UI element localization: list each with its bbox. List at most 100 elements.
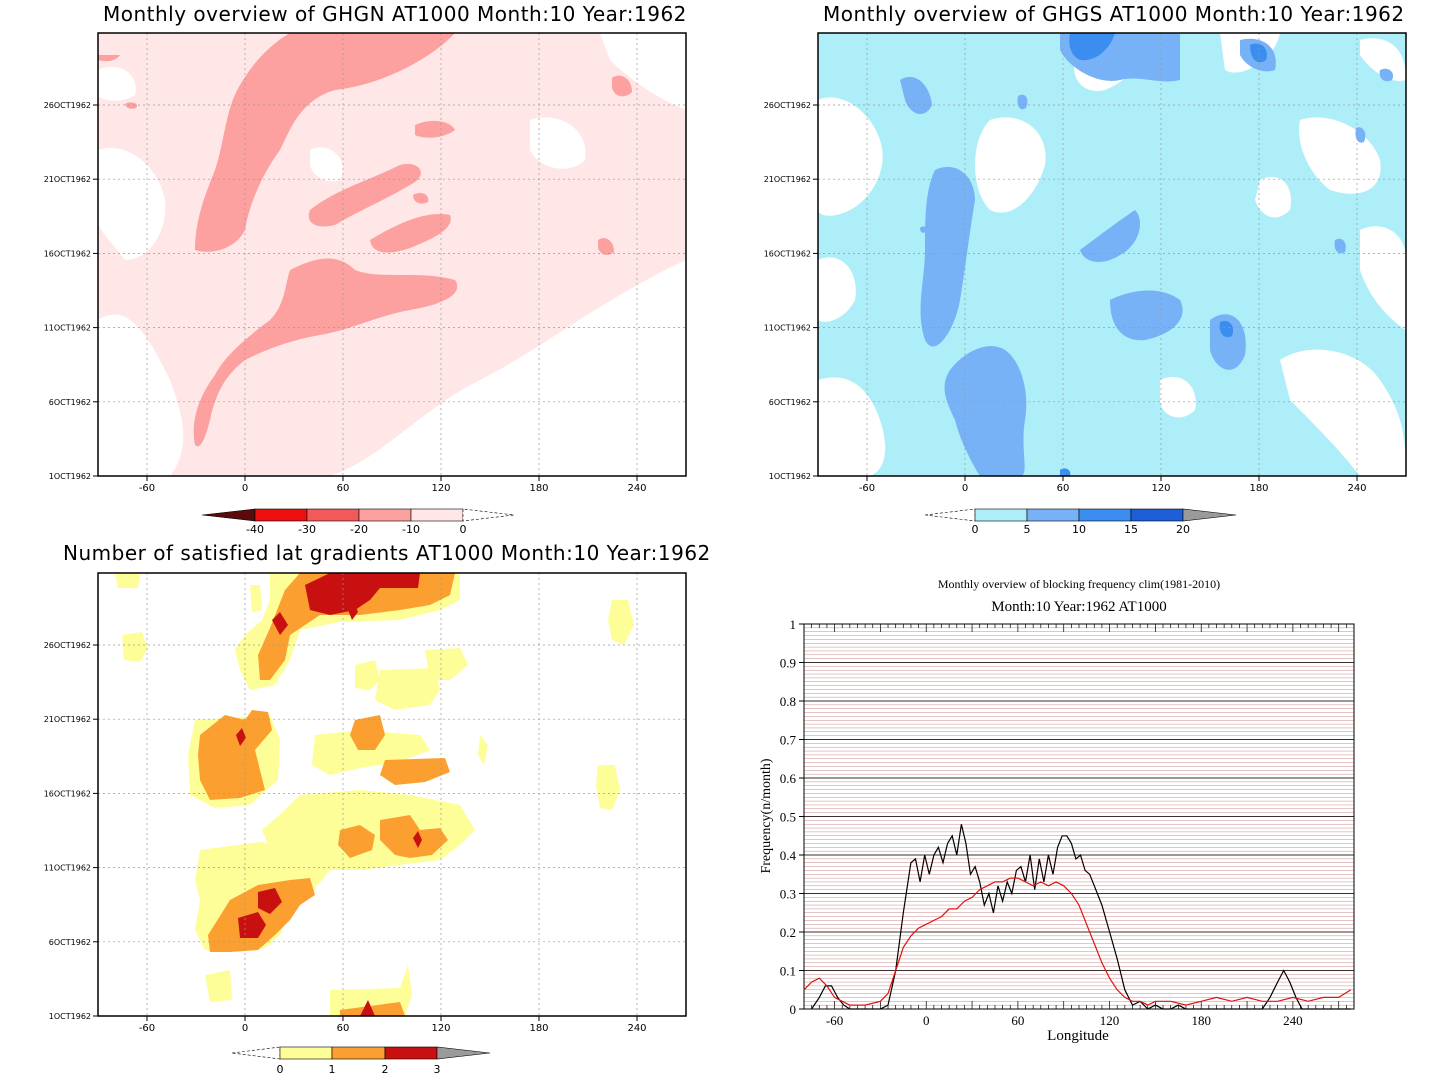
- line-series-black: [811, 824, 1351, 1010]
- map-y-tick-label: 26OCT1962: [44, 101, 91, 110]
- map-y-tick-label: 21OCT1962: [764, 175, 811, 184]
- ghgn-negative-band: [415, 120, 455, 138]
- ghgn-negative-band: [598, 238, 614, 255]
- map-x-tick-label: 180: [529, 1023, 548, 1034]
- map-x-tick-label: 120: [431, 483, 450, 494]
- blocking-frequency-chart: Monthly overview of blocking frequency c…: [759, 577, 1355, 1044]
- map-x-tick-label: -60: [139, 483, 155, 494]
- gradients-axes: -60 0 60 120 180 240 1OCT1962 6OCT1962 11OCT1962…: [44, 641, 647, 1034]
- gradients-map: -60 0 60 120 180 2401OCT19626OCT196211OCT1962…: [44, 572, 687, 1076]
- line-chart-y-tick-label: 0.9: [780, 656, 796, 671]
- map-x-tick-label: 60: [337, 483, 350, 494]
- map-x-tick-label: 180: [529, 483, 548, 494]
- ghgn-white-region: [600, 33, 686, 110]
- map-x-tick-label: 240: [1347, 483, 1366, 494]
- map-y-tick-label: 11OCT1962: [44, 324, 91, 333]
- ghgn-frame: [97, 32, 687, 477]
- map-x-tick-label: 0: [242, 483, 248, 494]
- map-x-tick-label: 60: [337, 1023, 350, 1034]
- ghgs-frame: [817, 32, 1407, 477]
- ghgn-gridlines: [98, 33, 686, 476]
- line-chart-grid: [804, 623, 1354, 1010]
- ghgs-positive-band: [1017, 94, 1028, 110]
- ghgs-white-region: [1360, 226, 1406, 330]
- map-y-tick-label: 21OCT1962: [44, 715, 91, 724]
- map-x-tick-label: 120: [1151, 483, 1170, 494]
- map-y-tick-label: 26OCT1962: [44, 641, 91, 650]
- ghgs-colorbar-label: 20: [1176, 523, 1190, 536]
- ghgn-white-region: [98, 66, 136, 101]
- ghgs-strong-band: [1250, 43, 1267, 63]
- ghgn-map: -60 0 60 120 180 240 1OCT1962 6OCT1962 11OCT1962…: [44, 32, 687, 536]
- gradients-gridlines: [98, 573, 686, 1016]
- ghgn-colorbar-label: -30: [298, 523, 316, 536]
- map-y-tick-label: 16OCT1962: [44, 789, 91, 798]
- ghgn-negative-band: [612, 75, 632, 97]
- line-chart-subtitle: Month:10 Year:1962 AT1000: [991, 599, 1166, 615]
- ghgn-colorbar-label: -20: [350, 523, 368, 536]
- ghgs-white-region: [818, 97, 883, 216]
- gradients-frame: [97, 572, 687, 1017]
- line-chart-x-tick-label: -60: [826, 1013, 843, 1028]
- map-x-tick-label: 240: [627, 1023, 646, 1034]
- ghgs-positive-band: [1334, 238, 1346, 254]
- ghgn-negative-band: [195, 33, 455, 252]
- ghgn-colorbar-label: -10: [402, 523, 420, 536]
- ghgn-white-region: [98, 314, 184, 476]
- ghgs-strong-band: [1060, 468, 1071, 476]
- x-axis-label: Longitude: [1047, 1028, 1109, 1044]
- ghgn-white-region: [520, 365, 561, 389]
- ghgs-white-region: [975, 117, 1046, 213]
- map-y-tick-label: 11OCT1962: [764, 324, 811, 333]
- ghgn-negative-band: [125, 102, 138, 109]
- ghgs-colorbar-label: 0: [972, 523, 979, 536]
- ghgn-negative-band: [370, 214, 451, 253]
- map-y-tick-label: 6OCT1962: [49, 938, 91, 947]
- line-chart-x-tick-label: 60: [1011, 1013, 1024, 1028]
- map-x-tick-label: 120: [431, 1023, 450, 1034]
- line-chart-series: [803, 824, 1352, 1010]
- line-chart-y-tick-label: 0.8: [780, 694, 796, 709]
- gradients-title: Number of satisfied lat gradients AT1000…: [63, 541, 711, 565]
- map-y-tick-label: 6OCT1962: [769, 398, 811, 407]
- ghgs-white-region: [1280, 349, 1406, 476]
- ghgs-white-region: [818, 257, 856, 322]
- line-chart-y-tick-label: 0.3: [780, 887, 796, 902]
- ghgs-positive-band: [1210, 314, 1246, 370]
- map-y-tick-label: 16OCT1962: [764, 249, 811, 258]
- ghgs-white-region: [1160, 376, 1196, 418]
- ghgs-map: -60 0 60 120 180 240 1OCT1962 6OCT1962 11OCT1962…: [764, 32, 1407, 536]
- ghgn-colorbar-label: -40: [246, 523, 264, 536]
- ghgs-white-region: [1360, 38, 1406, 81]
- line-chart-y-tick-label: 0.5: [780, 810, 796, 825]
- line-chart-title: Monthly overview of blocking frequency c…: [938, 577, 1220, 591]
- line-chart-axes: 0 0.1 0.2 0.3 0.4 0.5 0.6 0.7 0.8 0.9 1 -60 0 60 120 18…: [780, 617, 1355, 1028]
- map-y-tick-label: 6OCT1962: [49, 398, 91, 407]
- ghgs-positive-band: [920, 166, 975, 347]
- ghgn-axes: -60 0 60 120 180 240 1OCT1962 6OCT1962 11OCT1962…: [44, 101, 647, 494]
- map-y-tick-label: 26OCT1962: [764, 101, 811, 110]
- map-y-tick-label: 11OCT1962: [44, 864, 91, 873]
- ghgs-axes: -60 0 60 120 180 240 1OCT1962 6OCT1962 11OCT1962…: [764, 101, 1367, 494]
- ghgs-gridlines: [818, 33, 1406, 476]
- line-series-red: [803, 877, 1352, 1006]
- ghgs-positive-band: [1080, 210, 1140, 262]
- ghgn-title: Monthly overview of GHGN AT1000 Month:10…: [103, 2, 687, 26]
- map-y-tick-label: 21OCT1962: [44, 175, 91, 184]
- map-x-tick-label: -60: [859, 483, 875, 494]
- ghgn-white-region: [98, 148, 166, 260]
- gradients-level-2: [236, 573, 422, 1016]
- gradients-level-1: [198, 573, 455, 1016]
- map-x-tick-label: 0: [962, 483, 968, 494]
- line-chart-y-tick-label: 1: [790, 617, 797, 632]
- line-chart-x-tick-label: 180: [1191, 1013, 1211, 1028]
- ghgn-negative-band: [98, 55, 120, 62]
- ghgn-white-region: [310, 147, 343, 182]
- ghgn-white-region: [330, 260, 686, 476]
- map-x-tick-label: 60: [1057, 483, 1070, 494]
- ghgn-negative-band: [413, 192, 429, 204]
- ghgs-strong-band: [1069, 33, 1115, 61]
- y-axis-label: Frequency(n/month): [759, 758, 774, 873]
- map-x-tick-label: 240: [627, 483, 646, 494]
- ghgn-colorbar-label: 0: [460, 523, 467, 536]
